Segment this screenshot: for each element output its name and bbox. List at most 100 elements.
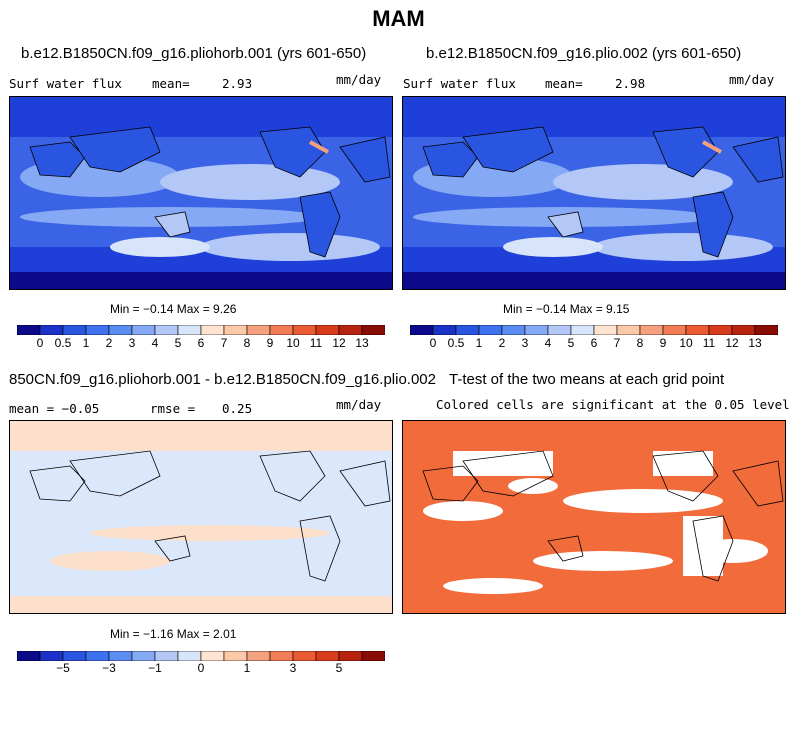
- panel2-colorbar-tick-label: 6: [590, 336, 598, 350]
- panel1-title: b.e12.B1850CN.f09_g16.pliohorb.001 (yrs …: [21, 45, 367, 62]
- panel3-itcz-warm: [90, 525, 330, 541]
- panel2-mean-value: 2.98: [615, 76, 646, 91]
- panel1-subtropic-s: [200, 233, 380, 261]
- panel1-mean-value: 2.93: [222, 76, 253, 91]
- panel2-mean-label: mean=: [545, 76, 583, 91]
- panel2-colorbar-tick-label: 0.5: [447, 336, 465, 350]
- panel2-colorbar-swatch: [409, 324, 434, 336]
- panel2-colorbar-ticks: 0 0.5 1 2 3 4 5 6 7 8 9 10 11 12 13: [410, 336, 778, 352]
- panel3-colorbar-swatch: [39, 650, 64, 662]
- panel3-south-warm: [50, 551, 170, 571]
- panel2-subtropic-s: [593, 233, 773, 261]
- panel3-min-max: Min = −1.16 Max = 2.01: [110, 627, 237, 641]
- panel3-colorbar-tick-label: −5: [56, 661, 70, 675]
- panel1-colorbar-tick-label: 7: [220, 336, 228, 350]
- panel1-units: mm/day: [336, 72, 382, 87]
- panel3-rmse-value: 0.25: [222, 401, 253, 416]
- panel1-colorbar-swatch: [246, 324, 271, 336]
- panel3-colorbar-swatch: [246, 650, 271, 662]
- panel2-colorbar-swatch: [662, 324, 687, 336]
- panel3-colorbar-tick-label: 3: [289, 661, 297, 675]
- panel1-variable-label: Surf water flux: [9, 76, 122, 91]
- panel2-colorbar-tick-label: 11: [702, 336, 716, 350]
- panel1-colorbar-tick-label: 1: [82, 336, 90, 350]
- panel3-colorbar-tick-label: 0: [197, 661, 205, 675]
- panel2-colorbar-swatch: [570, 324, 595, 336]
- panel4-title: T-test of the two means at each grid poi…: [449, 371, 725, 388]
- panel2-colorbar-tick-label: 7: [613, 336, 621, 350]
- panel2-colorbar: [409, 322, 779, 336]
- panel2-colorbar-tick-label: 10: [679, 336, 693, 350]
- panel3-field: [10, 421, 392, 613]
- panel3-colorbar-tick-label: −1: [148, 661, 162, 675]
- panel3-colorbar-swatch: [315, 650, 340, 662]
- panel3-colorbar-swatch: [154, 650, 179, 662]
- panel2-gulfstream: [702, 140, 722, 154]
- panel1-colorbar-swatch: [223, 324, 248, 336]
- panel3-colorbar-swatch: [292, 650, 317, 662]
- panel2-colorbar-swatches: [409, 324, 779, 336]
- panel3-colorbar-tick-label: 5: [335, 661, 343, 675]
- panel2-colorbar-tick-label: 12: [725, 336, 739, 350]
- panel2-title: b.e12.B1850CN.f09_g16.plio.002 (yrs 601-…: [426, 45, 742, 62]
- panel1-colorbar-ticks: 0 0.5 1 2 3 4 5 6 7 8 9 10 11 12 13: [17, 336, 385, 352]
- panel1-colorbar-tick-label: 12: [332, 336, 346, 350]
- panel2-colorbar-tick-label: 1: [475, 336, 483, 350]
- panel3-map: [9, 420, 393, 614]
- panel1-colorbar-swatch: [338, 324, 363, 336]
- panel1-subtropic-s2: [110, 237, 210, 257]
- panel3-colorbar-swatch: [108, 650, 133, 662]
- panel2-colorbar-swatch: [478, 324, 503, 336]
- panel2-colorbar-tick-label: 2: [498, 336, 506, 350]
- panel2-colorbar-tick-label: 0: [429, 336, 437, 350]
- panel3-colorbar-swatch: [200, 650, 225, 662]
- panel3-base: [10, 421, 392, 613]
- panel3-colorbar-swatch: [16, 650, 41, 662]
- panel1-colorbar-tick-label: 3: [128, 336, 136, 350]
- panel2-colorbar-swatch: [547, 324, 572, 336]
- panel1-colorbar-tick-label: 13: [355, 336, 369, 350]
- panel1-antarctica: [10, 272, 392, 289]
- panel2-colorbar-tick-label: 13: [748, 336, 762, 350]
- panel1-colorbar-swatch: [16, 324, 41, 336]
- panel4-map: [402, 420, 786, 614]
- panel1-field: [10, 97, 392, 289]
- panel3-rmse-label: rmse =: [150, 401, 196, 416]
- panel1-map: [9, 96, 393, 290]
- panel1-land: [29, 126, 391, 258]
- panel2-units: mm/day: [729, 72, 775, 87]
- panel1-mean-label: mean=: [152, 76, 190, 91]
- panel4-field: [403, 421, 785, 613]
- panel1-colorbar-swatch: [361, 324, 386, 336]
- panel3-coastlines: [29, 450, 391, 582]
- panel1-gulfstream: [309, 140, 329, 154]
- panel1-colorbar-tick-label: 10: [286, 336, 300, 350]
- panel1-colorbar-swatch: [315, 324, 340, 336]
- panel1-colorbar: [16, 322, 386, 336]
- panel1-colorbar-tick-label: 6: [197, 336, 205, 350]
- panel3-colorbar-swatch: [269, 650, 294, 662]
- panel1-colorbar-tick-label: 11: [309, 336, 323, 350]
- panel2-map: [402, 96, 786, 290]
- panel2-field: [403, 97, 785, 289]
- panel3-colorbar-tick-label: −3: [102, 661, 116, 675]
- panel3-colorbar-swatch: [131, 650, 156, 662]
- panel1-colorbar-tick-label: 8: [243, 336, 251, 350]
- panel2-colorbar-tick-label: 3: [521, 336, 529, 350]
- panel1-colorbar-tick-label: 0.5: [54, 336, 72, 350]
- panel1-colorbar-swatch: [154, 324, 179, 336]
- panel2-subtropic-s2: [503, 237, 603, 257]
- panel1-colorbar-swatch: [108, 324, 133, 336]
- panel3-colorbar: [16, 648, 386, 662]
- panel1-min-max: Min = −0.14 Max = 9.26: [110, 302, 237, 316]
- panel2-colorbar-swatch: [731, 324, 756, 336]
- panel1-colorbar-swatch: [85, 324, 110, 336]
- panel2-colorbar-swatch: [593, 324, 618, 336]
- panel3-colorbar-swatch: [223, 650, 248, 662]
- panel2-colorbar-swatch: [501, 324, 526, 336]
- panel3-colorbar-swatches: [16, 650, 386, 662]
- panel1-colorbar-swatch: [62, 324, 87, 336]
- panel3-colorbar-swatch: [62, 650, 87, 662]
- panel4-subtitle: Colored cells are significant at the 0.0…: [436, 397, 790, 412]
- panel3-colorbar-swatch: [338, 650, 363, 662]
